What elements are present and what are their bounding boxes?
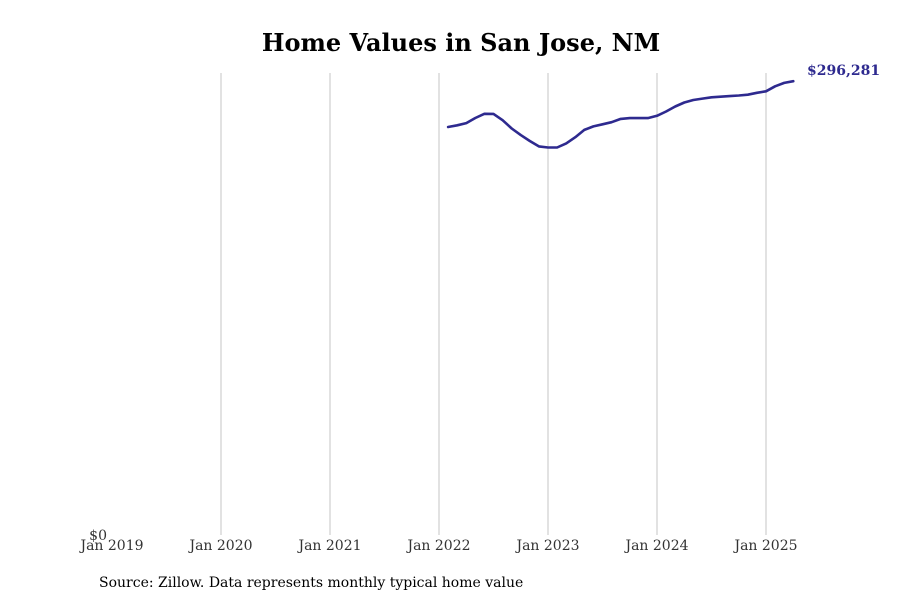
series-line (446, 79, 795, 149)
x-tick-label: Jan 2022 (405, 538, 470, 554)
x-tick-label: Jan 2021 (296, 538, 361, 554)
x-tick-label: Jan 2024 (623, 538, 688, 554)
chart-title: Home Values in San Jose, NM (262, 28, 660, 57)
x-tick-label: Jan 2019 (78, 538, 143, 554)
y-tick-label: $0 (89, 528, 107, 544)
x-tick-label: Jan 2023 (514, 538, 579, 554)
end-value-label: $296,281 (807, 63, 880, 79)
x-tick-label: Jan 2025 (732, 538, 797, 554)
grid-lines (220, 73, 767, 535)
x-axis-ticks: Jan 2019 Jan 2020 Jan 2021 Jan 2022 Jan 2023… (78, 538, 797, 554)
source-note: Source: Zillow. Data represents monthly … (99, 575, 523, 591)
x-tick-label: Jan 2020 (187, 538, 252, 554)
